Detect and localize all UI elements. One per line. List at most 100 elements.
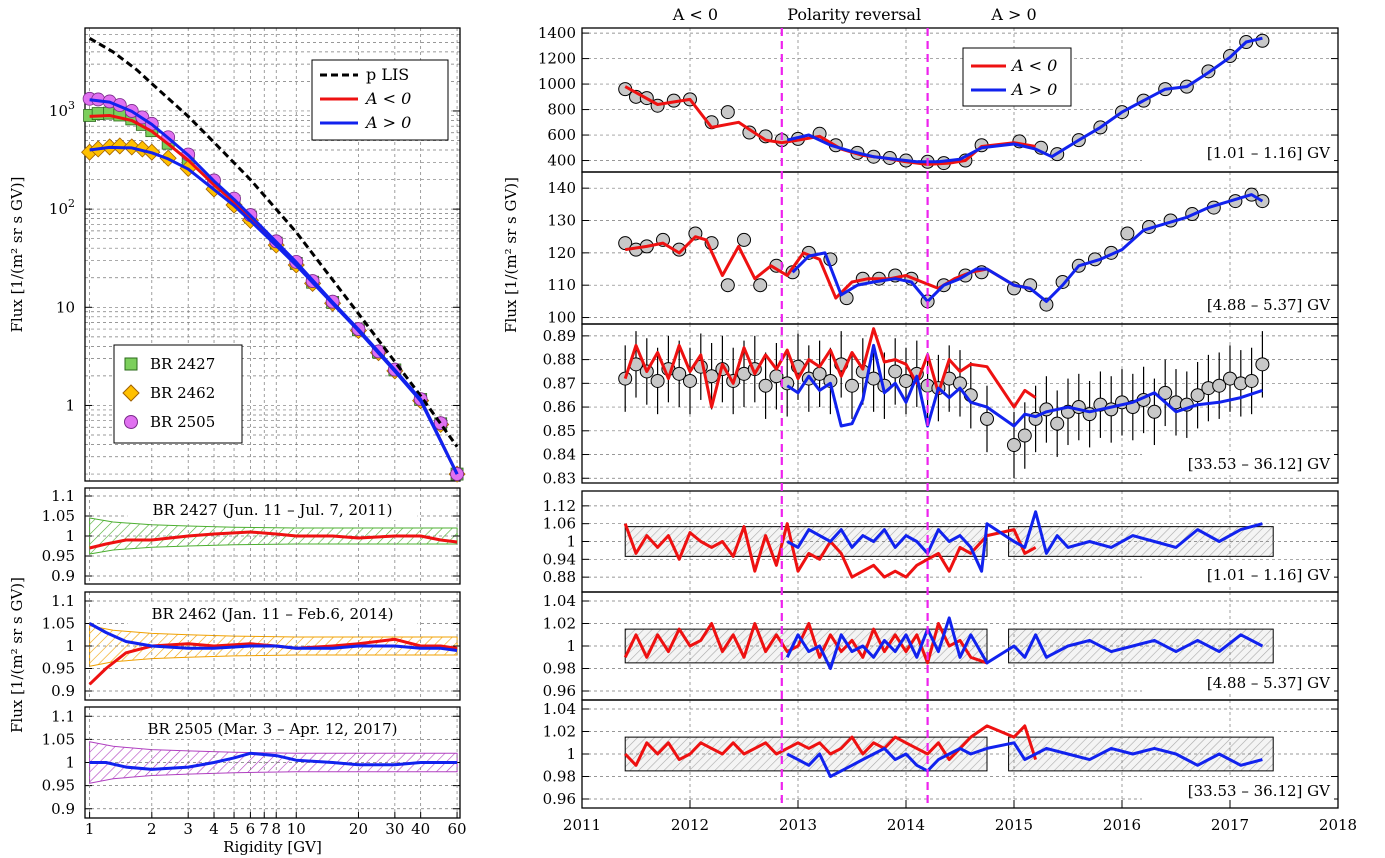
legend-label: p LIS [366, 65, 409, 84]
ratio-line-a-negative [89, 530, 458, 550]
legend-box [962, 47, 1072, 107]
ratio-line-a-positive [785, 616, 1264, 670]
range-label: [33.53 – 36.12] GV [1188, 455, 1331, 473]
data-point [1017, 428, 1032, 443]
x-tick-label: 30 [385, 820, 404, 838]
y-tick-label: 120 [547, 244, 576, 262]
x-tick-label: 2 [147, 820, 157, 838]
data-point [753, 278, 768, 293]
y-tick-label: 0.88 [543, 351, 576, 369]
y-tick-label: 600 [547, 126, 576, 144]
y-tick-label: 1.12 [543, 497, 576, 515]
a-positive-line [89, 145, 459, 475]
legend-marker-square [124, 357, 138, 371]
y-tick-label: 1.02 [543, 723, 576, 741]
x-tick-label: 2014 [887, 816, 925, 834]
y-tick-label: 0.96 [543, 790, 576, 808]
x-tick-label: 20 [349, 820, 368, 838]
p-lis-line [88, 37, 459, 448]
range-label-background [1142, 778, 1334, 802]
range-label-background [1142, 562, 1334, 586]
model-line-a-positive [791, 193, 1264, 303]
legend-label: A < 0 [364, 89, 411, 108]
ratio-line-a-positive [786, 741, 1263, 778]
data-point [720, 105, 735, 120]
ratio-panel-frame [84, 487, 461, 585]
x-tick-label: 3 [183, 820, 193, 838]
x-tick-label: 2013 [779, 816, 817, 834]
polarity-reversal-label: Polarity reversal [787, 5, 921, 24]
range-label: [4.88 – 5.37] GV [1207, 296, 1331, 314]
ratio-panel-frame [84, 706, 461, 819]
y-tick-label: 103 [49, 99, 75, 120]
y-tick-label: 1.06 [543, 515, 576, 533]
legend-label: A > 0 [1010, 80, 1057, 99]
data-point-br2462 [111, 137, 129, 155]
y-tick-label: 1 [65, 527, 75, 545]
legend-marker-circle [124, 415, 138, 429]
panel-label-background [127, 498, 418, 520]
x-tick-label: 4 [209, 820, 219, 838]
y-tick-label: 1.1 [51, 487, 75, 505]
y-tick-label: 0.9 [51, 567, 75, 585]
model-line-a-positive [786, 343, 1263, 428]
data-point [720, 278, 735, 293]
y-tick-label: 1.05 [42, 730, 75, 748]
y-axis-label: Flux [1/(m² sr s GV)] [8, 176, 26, 332]
legend-marker-diamond [122, 384, 140, 402]
y-tick-label: 1400 [538, 24, 576, 42]
y-tick-label: 110 [547, 276, 576, 294]
y-tick-label: 0.87 [543, 374, 576, 392]
x-tick-label: 40 [411, 820, 430, 838]
era-label-a-positive: A > 0 [990, 5, 1036, 24]
data-point [888, 364, 903, 379]
y-tick-label: 1.1 [51, 592, 75, 610]
data-point [758, 378, 773, 393]
ratio-line-a-negative [623, 522, 1037, 579]
y-tick-label: 0.98 [543, 660, 576, 678]
era-label-a-negative: A < 0 [672, 5, 718, 24]
data-point [1050, 416, 1065, 431]
flux-time-panel-frame [581, 323, 1339, 484]
y-tick-label: 1 [65, 754, 75, 772]
y-tick-label: 0.89 [543, 327, 576, 345]
x-tick-label: 2011 [563, 816, 601, 834]
x-tick-label: 6 [246, 820, 256, 838]
model-line-a-negative [624, 235, 1031, 300]
range-label: [4.88 – 5.37] GV [1207, 674, 1331, 692]
data-point [1055, 274, 1070, 289]
y-tick-label: 1.05 [42, 615, 75, 633]
panel-label: BR 2505 (Mar. 3 – Apr. 12, 2017) [148, 720, 398, 738]
y-tick-label: 0.9 [51, 682, 75, 700]
y-tick-label: 1 [566, 533, 576, 551]
y-tick-label: 0.85 [543, 422, 576, 440]
data-point [618, 236, 633, 251]
range-label-background [1142, 451, 1334, 475]
legend-label: BR 2462 [150, 384, 215, 402]
ratio-time-panel-frame [581, 699, 1339, 809]
y-tick-label: 1.04 [543, 700, 576, 718]
model-line-a-negative [623, 327, 1037, 409]
x-tick-label: 8 [271, 820, 281, 838]
y-tick-label: 1000 [538, 75, 576, 93]
data-point [1039, 297, 1054, 312]
ratio-line-a-negative [623, 622, 988, 665]
range-label: [1.01 – 1.16] GV [1207, 566, 1331, 584]
y-tick-label: 0.86 [543, 398, 576, 416]
x-tick-label: 2012 [671, 816, 709, 834]
y-tick-label: 140 [547, 179, 576, 197]
x-tick-label: 2015 [995, 816, 1033, 834]
y-tick-label: 100 [547, 309, 576, 327]
data-point [980, 411, 994, 426]
y-tick-label: 0.94 [543, 550, 576, 568]
x-tick-label: 7 [259, 820, 269, 838]
x-tick-label: 10 [287, 820, 306, 838]
data-point [1158, 385, 1173, 400]
y-tick-label: 1.02 [543, 615, 576, 633]
y-tick-label: 0.84 [543, 446, 576, 464]
panel-label: BR 2462 (Jan. 11 – Feb.6, 2014) [151, 605, 393, 623]
y-axis-label: Flux [1/(m² sr s GV)] [8, 577, 26, 733]
panel-label: BR 2427 (Jun. 11 – Jul. 7, 2011) [153, 501, 393, 519]
y-tick-label: 400 [547, 152, 576, 170]
